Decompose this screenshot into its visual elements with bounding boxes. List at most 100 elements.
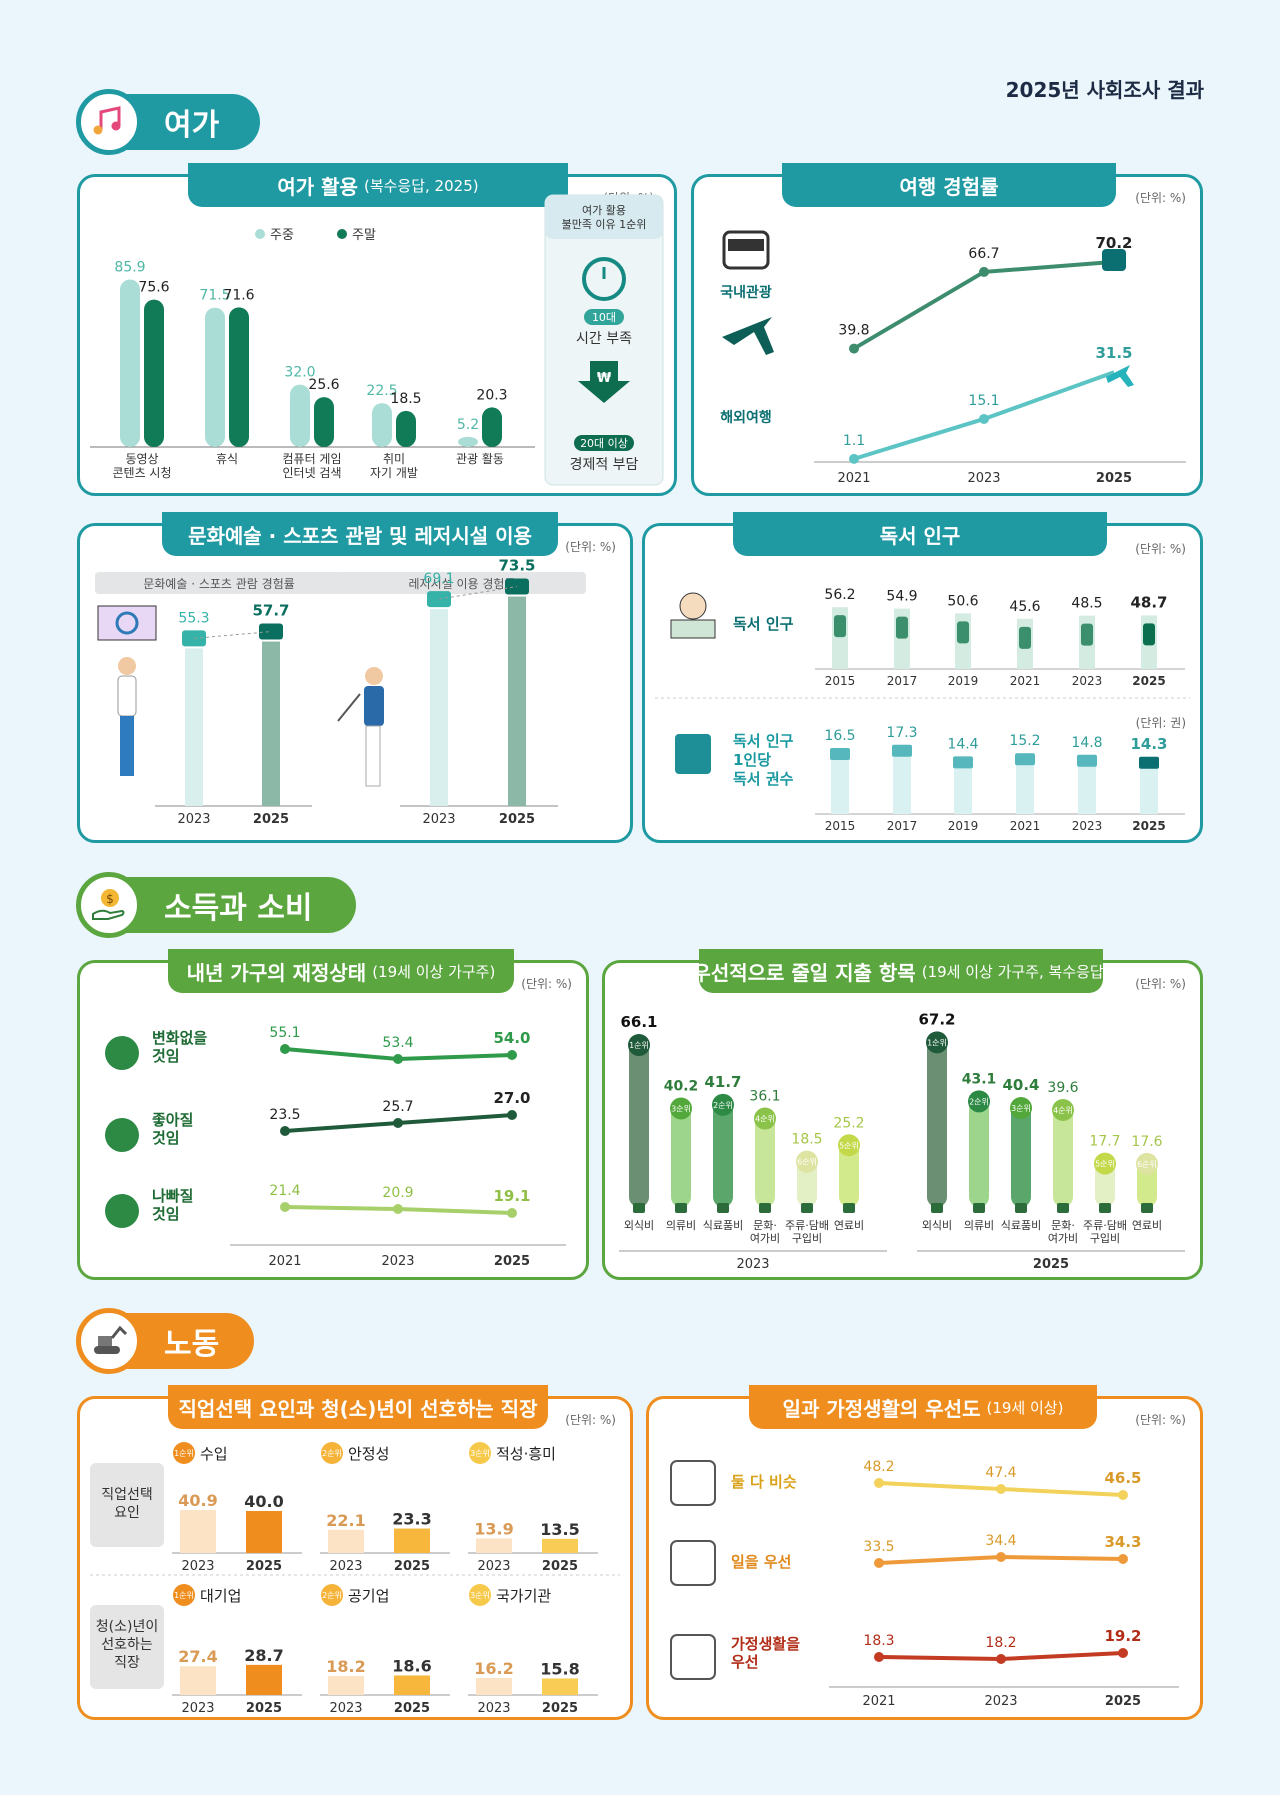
x-tick: 2025 <box>394 1701 430 1716</box>
value-label: 16.5 <box>824 728 855 744</box>
panel-title: 직업선택 요인과 청(소)년이 선호하는 직장 <box>168 1385 548 1429</box>
trend-line <box>438 586 518 600</box>
unit-label: (단위: %) <box>1135 542 1186 556</box>
x-tick: 2023 <box>1072 819 1103 833</box>
x-tick: 2023 <box>381 1254 414 1269</box>
bar <box>246 1664 282 1695</box>
rank-badge <box>321 1442 343 1464</box>
series-label: 일을 우선 <box>731 1553 791 1571</box>
section-labor-title: 노동 <box>164 1327 220 1362</box>
person-icon <box>896 616 908 639</box>
finance-subtitle: (19세 이상 가구주) <box>372 962 496 981</box>
item-name: 수입 <box>200 1445 228 1463</box>
bar <box>1078 754 1096 814</box>
badge-twenties <box>574 435 634 451</box>
panel-title: 일과 가정생활의 우선도 (19세 이상) <box>749 1385 1097 1429</box>
person-legs <box>120 716 134 776</box>
series-point <box>849 453 859 464</box>
series-point <box>874 1478 884 1488</box>
group-year: 2023 <box>736 1257 769 1272</box>
bar <box>476 1538 512 1553</box>
person-icon <box>957 621 969 644</box>
book-mark-icon <box>1015 753 1035 766</box>
value-label: 54.9 <box>886 589 917 605</box>
category-label: 주류·담배 구입비 <box>785 1219 829 1245</box>
value-label: 34.3 <box>1104 1533 1141 1551</box>
golfer-legs <box>365 725 381 787</box>
series-point <box>280 1044 290 1054</box>
bar <box>262 641 280 806</box>
leisure-activity-chart: 주중 주말 85.9 75.6 동영상 콘텐츠 시청 71.571.6 휴식 32.025.6 컴… <box>90 194 664 486</box>
row-label: 청(소)년이 선호하는 직장 <box>96 1619 158 1671</box>
value-label: 57.7 <box>252 602 289 620</box>
x-tick: 2025 <box>394 1559 430 1574</box>
rank-label: 1순위 <box>174 1591 194 1600</box>
category-label: 휴식 <box>216 452 238 466</box>
series-point <box>996 1552 1006 1562</box>
series-label: 나빠질 것임 <box>152 1187 193 1223</box>
value-label: 55.1 <box>269 1025 300 1041</box>
value-label-weekday: 22.5 <box>366 383 397 399</box>
bar-weekday <box>458 436 478 447</box>
category-label: 취미 자기 개발 <box>370 452 418 480</box>
category-icon <box>675 1203 687 1213</box>
group-header-label: 레저시설 이용 경험률 <box>409 577 516 591</box>
x-tick: 2023 <box>477 1559 510 1574</box>
panel-title: 문화예술 · 스포츠 관람 및 레저시설 이용 <box>162 512 558 556</box>
worklife-title: 일과 가정생활의 우선도 <box>782 1396 981 1421</box>
x-tick: 2025 <box>246 1559 282 1574</box>
rank-label: 4순위 <box>755 1115 775 1124</box>
value-label: 23.3 <box>392 1510 431 1529</box>
finance-title: 내년 가구의 재정상태 <box>186 960 367 985</box>
x-tick: 2023 <box>1072 674 1103 688</box>
x-tick: 2025 <box>1132 674 1165 688</box>
golfer-body <box>364 686 384 726</box>
book-mark-icon <box>892 744 912 757</box>
value-label-weekday: 71.5 <box>199 288 230 304</box>
rank-label: 3순위 <box>1011 1104 1031 1113</box>
won-down-arrow-icon <box>578 361 630 403</box>
rank-badge <box>754 1107 776 1130</box>
golfer-head <box>365 667 383 685</box>
x-tick: 2021 <box>1010 819 1041 833</box>
rank-badge <box>670 1097 692 1120</box>
won-sign: ₩ <box>597 371 612 386</box>
bar <box>476 1677 512 1695</box>
reason-box-title: 여가 활용 불만족 이유 1순위 <box>562 203 647 231</box>
x-tick: 2023 <box>477 1701 510 1716</box>
value-label: 39.8 <box>838 323 869 339</box>
category-icon <box>1015 1203 1027 1213</box>
value-label-weekend: 20.3 <box>476 387 507 403</box>
category-label: 문화· 여가비 <box>750 1219 780 1245</box>
panel-leisure-activity: 여가 활용(복수응답, 2025) (단위: %) 주중주말85.975.6동영… <box>77 163 677 496</box>
bar <box>969 1091 989 1207</box>
hand-stop-icon <box>105 1036 139 1070</box>
x-tick: 2025 <box>1105 1694 1141 1709</box>
value-label-weekend: 18.5 <box>390 391 421 407</box>
value-label: 15.8 <box>540 1659 579 1678</box>
value-label: 39.6 <box>1047 1080 1078 1096</box>
value-label: 15.2 <box>1009 733 1040 749</box>
series-point <box>874 1558 884 1568</box>
x-tick: 2025 <box>499 812 535 827</box>
legend-weekend: 주말 <box>352 228 376 243</box>
category-icon <box>1099 1203 1111 1213</box>
category-icon <box>973 1203 985 1213</box>
painting-swirl <box>115 611 139 635</box>
value-label: 53.4 <box>382 1035 413 1051</box>
rank-label: 4순위 <box>1053 1106 1073 1115</box>
value-label: 45.6 <box>1009 599 1040 615</box>
unit-label: (단위: 권) <box>1135 716 1186 730</box>
x-tick: 2025 <box>542 1559 578 1574</box>
x-tick: 2025 <box>1132 819 1165 833</box>
rank-badge <box>1010 1097 1032 1120</box>
category-label: 의류비 <box>964 1219 994 1232</box>
x-tick: 2023 <box>422 812 455 827</box>
bar-weekend <box>229 307 249 447</box>
bar <box>755 1108 775 1207</box>
svg-text:$: $ <box>106 892 114 906</box>
rank-badge <box>1094 1152 1116 1175</box>
book-mark-icon <box>830 748 850 760</box>
bar <box>542 1678 578 1695</box>
series-point <box>393 1204 403 1214</box>
